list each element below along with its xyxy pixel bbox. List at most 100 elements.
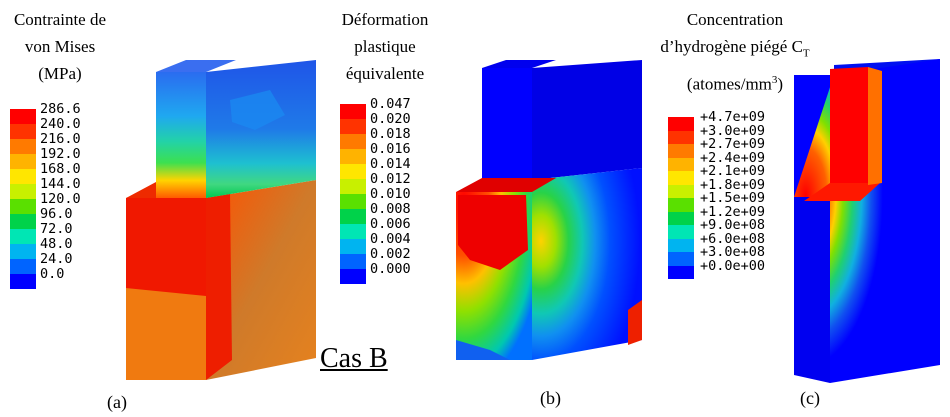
legend-tick-label: 24.0 [40, 251, 73, 267]
panel-c-model [794, 59, 940, 383]
legend-swatch [340, 224, 366, 239]
legend-swatch [10, 244, 36, 259]
panel-a-legend: 286.6 240.0 216.0 192.0 168.0 144.0 120.0 96.0 7… [10, 101, 130, 293]
legend-tick-label: +2.4e+09 [700, 149, 766, 166]
legend-swatch [340, 239, 366, 254]
panel-c-title-line-2-text: d’hydrogène piégé C [660, 37, 803, 56]
legend-swatch [10, 124, 36, 139]
legend-swatch [10, 199, 36, 214]
b-red-core [458, 195, 528, 270]
legend-tick-label: 0.004 [370, 231, 411, 247]
legend-swatch [668, 238, 694, 252]
b-base-top-face [456, 178, 556, 192]
a-top-block-side [206, 60, 316, 198]
legend-swatch [668, 225, 694, 239]
legend-swatch [10, 259, 36, 274]
legend-swatch [668, 252, 694, 266]
panel-c-legend: +4.7e+09 +3.0e+09 +2.7e+09 +2.4e+09 +2.1e+09… [668, 109, 808, 287]
legend-swatch [668, 265, 694, 279]
legend-tick-label: +2.1e+09 [700, 163, 766, 179]
legend-swatch [668, 211, 694, 225]
b-blue-bottom-left [456, 340, 510, 360]
legend-tick-label: 0.014 [370, 156, 411, 172]
legend-tick-label: 96.0 [40, 206, 73, 222]
legend-swatch [340, 179, 366, 194]
legend-swatch [10, 169, 36, 184]
legend-tick-label: 144.0 [40, 176, 81, 192]
legend-tick-label: 0.010 [370, 186, 411, 202]
legend-tick-label: +4.7e+09 [700, 109, 766, 125]
a-top-block-top [156, 60, 236, 72]
panel-a-title-line-2: von Mises [24, 37, 96, 56]
panel-c-title-line-3: (atomes/mm3) [620, 67, 850, 98]
legend-swatch [668, 157, 694, 171]
panel-b-title-line-3: équivalente [345, 64, 425, 83]
panel-c-title-line-3-text: (atomes/mm [686, 75, 772, 95]
legend-swatch [340, 119, 366, 134]
panel-c-title-superscript: 3 [771, 74, 778, 87]
legend-swatch [340, 164, 366, 179]
a-base-front-lower [126, 288, 206, 380]
legend-tick-label: 240.0 [40, 116, 81, 132]
legend-tick-label: 72.0 [40, 221, 73, 237]
legend-tick-label: +2.7e+09 [700, 136, 766, 152]
b-top-block-side [532, 60, 642, 180]
legend-tick-label: +3.0e+09 [700, 122, 766, 139]
legend-swatch [340, 194, 366, 209]
panel-c-title-line-2: d’hydrogène piégé CT [620, 33, 850, 67]
legend-swatch [668, 171, 694, 185]
panel-c-title: Concentration d’hydrogène piégé CT (atom… [620, 6, 850, 98]
a-base-side-red [206, 194, 232, 380]
legend-swatch [340, 149, 366, 164]
legend-tick-label: 192.0 [40, 146, 81, 162]
a-top-block-blob [230, 90, 285, 130]
panel-b-title: Déformation plastique équivalente [320, 6, 450, 87]
c-red-edge [868, 67, 882, 185]
legend-tick-label: 286.6 [40, 101, 81, 117]
legend-tick-label: +3.0e+08 [700, 244, 766, 260]
legend-swatch [668, 130, 694, 144]
legend-tick-label: 168.0 [40, 161, 81, 177]
panel-b-title-line-2: plastique [354, 37, 416, 56]
legend-tick-label: +0.0e+00 [700, 257, 766, 274]
panel-a-caption: (a) [107, 392, 127, 412]
a-base-side-face [206, 180, 316, 380]
a-top-block-front [156, 72, 206, 198]
legend-tick-label: 0.000 [370, 261, 411, 277]
b-top-block-top [482, 60, 556, 68]
legend-swatch [668, 184, 694, 198]
legend-tick-label: +1.2e+09 [700, 203, 766, 220]
legend-swatch [668, 198, 694, 212]
legend-tick-label: 120.0 [40, 191, 81, 207]
panel-b-title-line-1: Déformation [341, 10, 429, 29]
legend-swatch [340, 269, 366, 284]
legend-tick-label: 0.0 [40, 266, 65, 282]
legend-tick-label: 0.018 [370, 126, 411, 142]
panel-c-title-subscript: T [802, 47, 810, 60]
legend-swatch [340, 254, 366, 269]
c-front-lower [794, 197, 830, 383]
legend-swatch [10, 139, 36, 154]
legend-swatch [10, 154, 36, 169]
legend-swatch [10, 229, 36, 244]
legend-tick-label: 0.002 [370, 246, 411, 262]
legend-tick-label: 0.047 [370, 96, 411, 112]
legend-swatch [10, 214, 36, 229]
legend-swatch [340, 104, 366, 119]
legend-swatch [10, 109, 36, 124]
legend-tick-label: +6.0e+08 [700, 230, 766, 247]
panel-b-model [456, 60, 642, 360]
legend-swatch [10, 184, 36, 199]
legend-tick-label: 0.012 [370, 171, 411, 187]
legend-swatch [668, 144, 694, 158]
panel-b-legend: 0.047 0.020 0.018 0.016 0.014 0.012 0.010 0.008… [340, 96, 450, 288]
panel-a-model [126, 60, 316, 380]
b-red-corner [628, 300, 642, 345]
legend-swatch [668, 117, 694, 131]
legend-swatch [10, 274, 36, 289]
legend-swatch [340, 134, 366, 149]
c-red-vertical [830, 67, 868, 193]
c-red-horizontal [804, 183, 880, 201]
b-base-side-face [532, 168, 642, 360]
panel-a-title-line-3: (MPa) [38, 64, 82, 83]
